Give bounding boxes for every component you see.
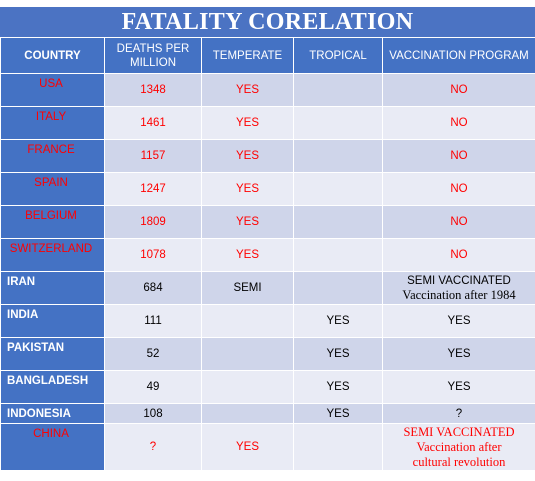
tropical-cell xyxy=(293,423,383,471)
vaccination-line: SEMI VACCINATED xyxy=(407,274,511,287)
vaccination-line: NO xyxy=(450,183,468,195)
deaths-cell: 108 xyxy=(104,403,202,424)
table-row: SWITZERLAND 1078 YES NO xyxy=(0,238,535,272)
tropical-cell xyxy=(293,172,383,206)
table-row: INDONESIA 108 YES? xyxy=(0,403,535,424)
country-cell: IRAN xyxy=(0,271,105,305)
header-vaccination: VACCINATION PROGRAM xyxy=(382,37,535,74)
table-row: SPAIN 1247 YES NO xyxy=(0,172,535,206)
deaths-cell: 1461 xyxy=(104,106,202,140)
deaths-cell: 111 xyxy=(104,304,202,338)
vaccination-cell: YES xyxy=(382,370,535,404)
vaccination-cell: NO xyxy=(382,172,535,206)
header-country: COUNTRY xyxy=(0,37,105,74)
vaccination-line: Vaccination after 1984 xyxy=(402,287,516,302)
country-cell: PAKISTAN xyxy=(0,337,105,371)
vaccination-line: ? xyxy=(455,407,463,420)
tropical-cell xyxy=(293,238,383,272)
temperate-cell: YES xyxy=(201,73,294,107)
tropical-cell: YES xyxy=(293,337,383,371)
tropical-cell xyxy=(293,271,383,305)
vaccination-line: NO xyxy=(450,84,468,96)
temperate-cell xyxy=(201,403,294,424)
temperate-cell: YES xyxy=(201,172,294,206)
temperate-cell: YES xyxy=(201,106,294,140)
vaccination-line: NO xyxy=(450,150,468,162)
table-row: PAKISTAN 52 YES YES xyxy=(0,337,535,371)
vaccination-cell: NO xyxy=(382,73,535,107)
temperate-cell: YES xyxy=(201,205,294,239)
vaccination-line: YES xyxy=(447,348,471,360)
vaccination-cell: NO xyxy=(382,205,535,239)
country-cell: CHINA xyxy=(0,423,105,471)
tropical-cell: YES xyxy=(293,304,383,338)
deaths-cell: 1157 xyxy=(104,139,202,173)
temperate-cell: YES xyxy=(201,423,294,471)
vaccination-line: SEMI VACCINATED xyxy=(403,424,515,439)
temperate-cell: YES xyxy=(201,139,294,173)
fatality-table: COUNTRY DEATHS PER MILLION TEMPERATE TRO… xyxy=(0,37,535,471)
header-row: COUNTRY DEATHS PER MILLION TEMPERATE TRO… xyxy=(0,37,535,74)
temperate-cell xyxy=(201,337,294,371)
country-cell: INDONESIA xyxy=(0,403,105,424)
temperate-cell: YES xyxy=(201,238,294,272)
table-row: IRAN 684 SEMI SEMI VACCINATED Vaccination af… xyxy=(0,271,535,305)
temperate-cell: SEMI xyxy=(201,271,294,305)
deaths-cell: 52 xyxy=(104,337,202,371)
vaccination-cell: SEMI VACCINATED Vaccination after 1984 xyxy=(382,271,535,305)
temperate-cell xyxy=(201,304,294,338)
tropical-cell xyxy=(293,139,383,173)
vaccination-line: NO xyxy=(450,117,468,129)
tropical-cell: YES xyxy=(293,403,383,424)
tropical-cell: YES xyxy=(293,370,383,404)
country-cell: SWITZERLAND xyxy=(0,238,105,272)
table-row: FRANCE 1157 YES NO xyxy=(0,139,535,173)
vaccination-line: NO xyxy=(450,249,468,261)
table-row: INDIA 111 YES YES xyxy=(0,304,535,338)
tropical-cell xyxy=(293,205,383,239)
vaccination-cell: YES xyxy=(382,337,535,371)
country-cell: ITALY xyxy=(0,106,105,140)
vaccination-line: YES xyxy=(447,381,471,393)
deaths-cell: 49 xyxy=(104,370,202,404)
tropical-cell xyxy=(293,73,383,107)
country-cell: FRANCE xyxy=(0,139,105,173)
table-row: ITALY 1461 YES NO xyxy=(0,106,535,140)
vaccination-cell: NO xyxy=(382,106,535,140)
vaccination-cell: NO xyxy=(382,238,535,272)
country-cell: USA xyxy=(0,73,105,107)
deaths-cell: 1078 xyxy=(104,238,202,272)
header-deaths: DEATHS PER MILLION xyxy=(104,37,202,74)
deaths-cell: 1247 xyxy=(104,172,202,206)
vaccination-cell: SEMI VACCINATED Vaccination after cultural… xyxy=(382,423,535,471)
vaccination-line: Vaccination after xyxy=(416,439,502,454)
vaccination-cell: NO xyxy=(382,139,535,173)
deaths-cell: 1348 xyxy=(104,73,202,107)
temperate-cell xyxy=(201,370,294,404)
table-row: BANGLADESH 49 YES YES xyxy=(0,370,535,404)
table-row: USA 1348 YES NO xyxy=(0,73,535,107)
deaths-cell: 1809 xyxy=(104,205,202,239)
vaccination-line: cultural revolution xyxy=(412,454,506,469)
deaths-cell: ? xyxy=(104,423,202,471)
vaccination-line: NO xyxy=(450,216,468,228)
deaths-cell: 684 xyxy=(104,271,202,305)
country-cell: BELGIUM xyxy=(0,205,105,239)
country-cell: INDIA xyxy=(0,304,105,338)
table-row: CHINA? YES SEMI VACCINATED Vaccination afte… xyxy=(0,423,535,471)
vaccination-cell: YES xyxy=(382,304,535,338)
slide-title: FATALITY CORELATION xyxy=(0,7,535,37)
header-temperate: TEMPERATE xyxy=(201,37,294,74)
header-tropical: TROPICAL xyxy=(293,37,383,74)
vaccination-cell: ? xyxy=(382,403,535,424)
table-row: BELGIUM 1809 YES NO xyxy=(0,205,535,239)
vaccination-line: YES xyxy=(447,315,471,327)
tropical-cell xyxy=(293,106,383,140)
country-cell: SPAIN xyxy=(0,172,105,206)
country-cell: BANGLADESH xyxy=(0,370,105,404)
